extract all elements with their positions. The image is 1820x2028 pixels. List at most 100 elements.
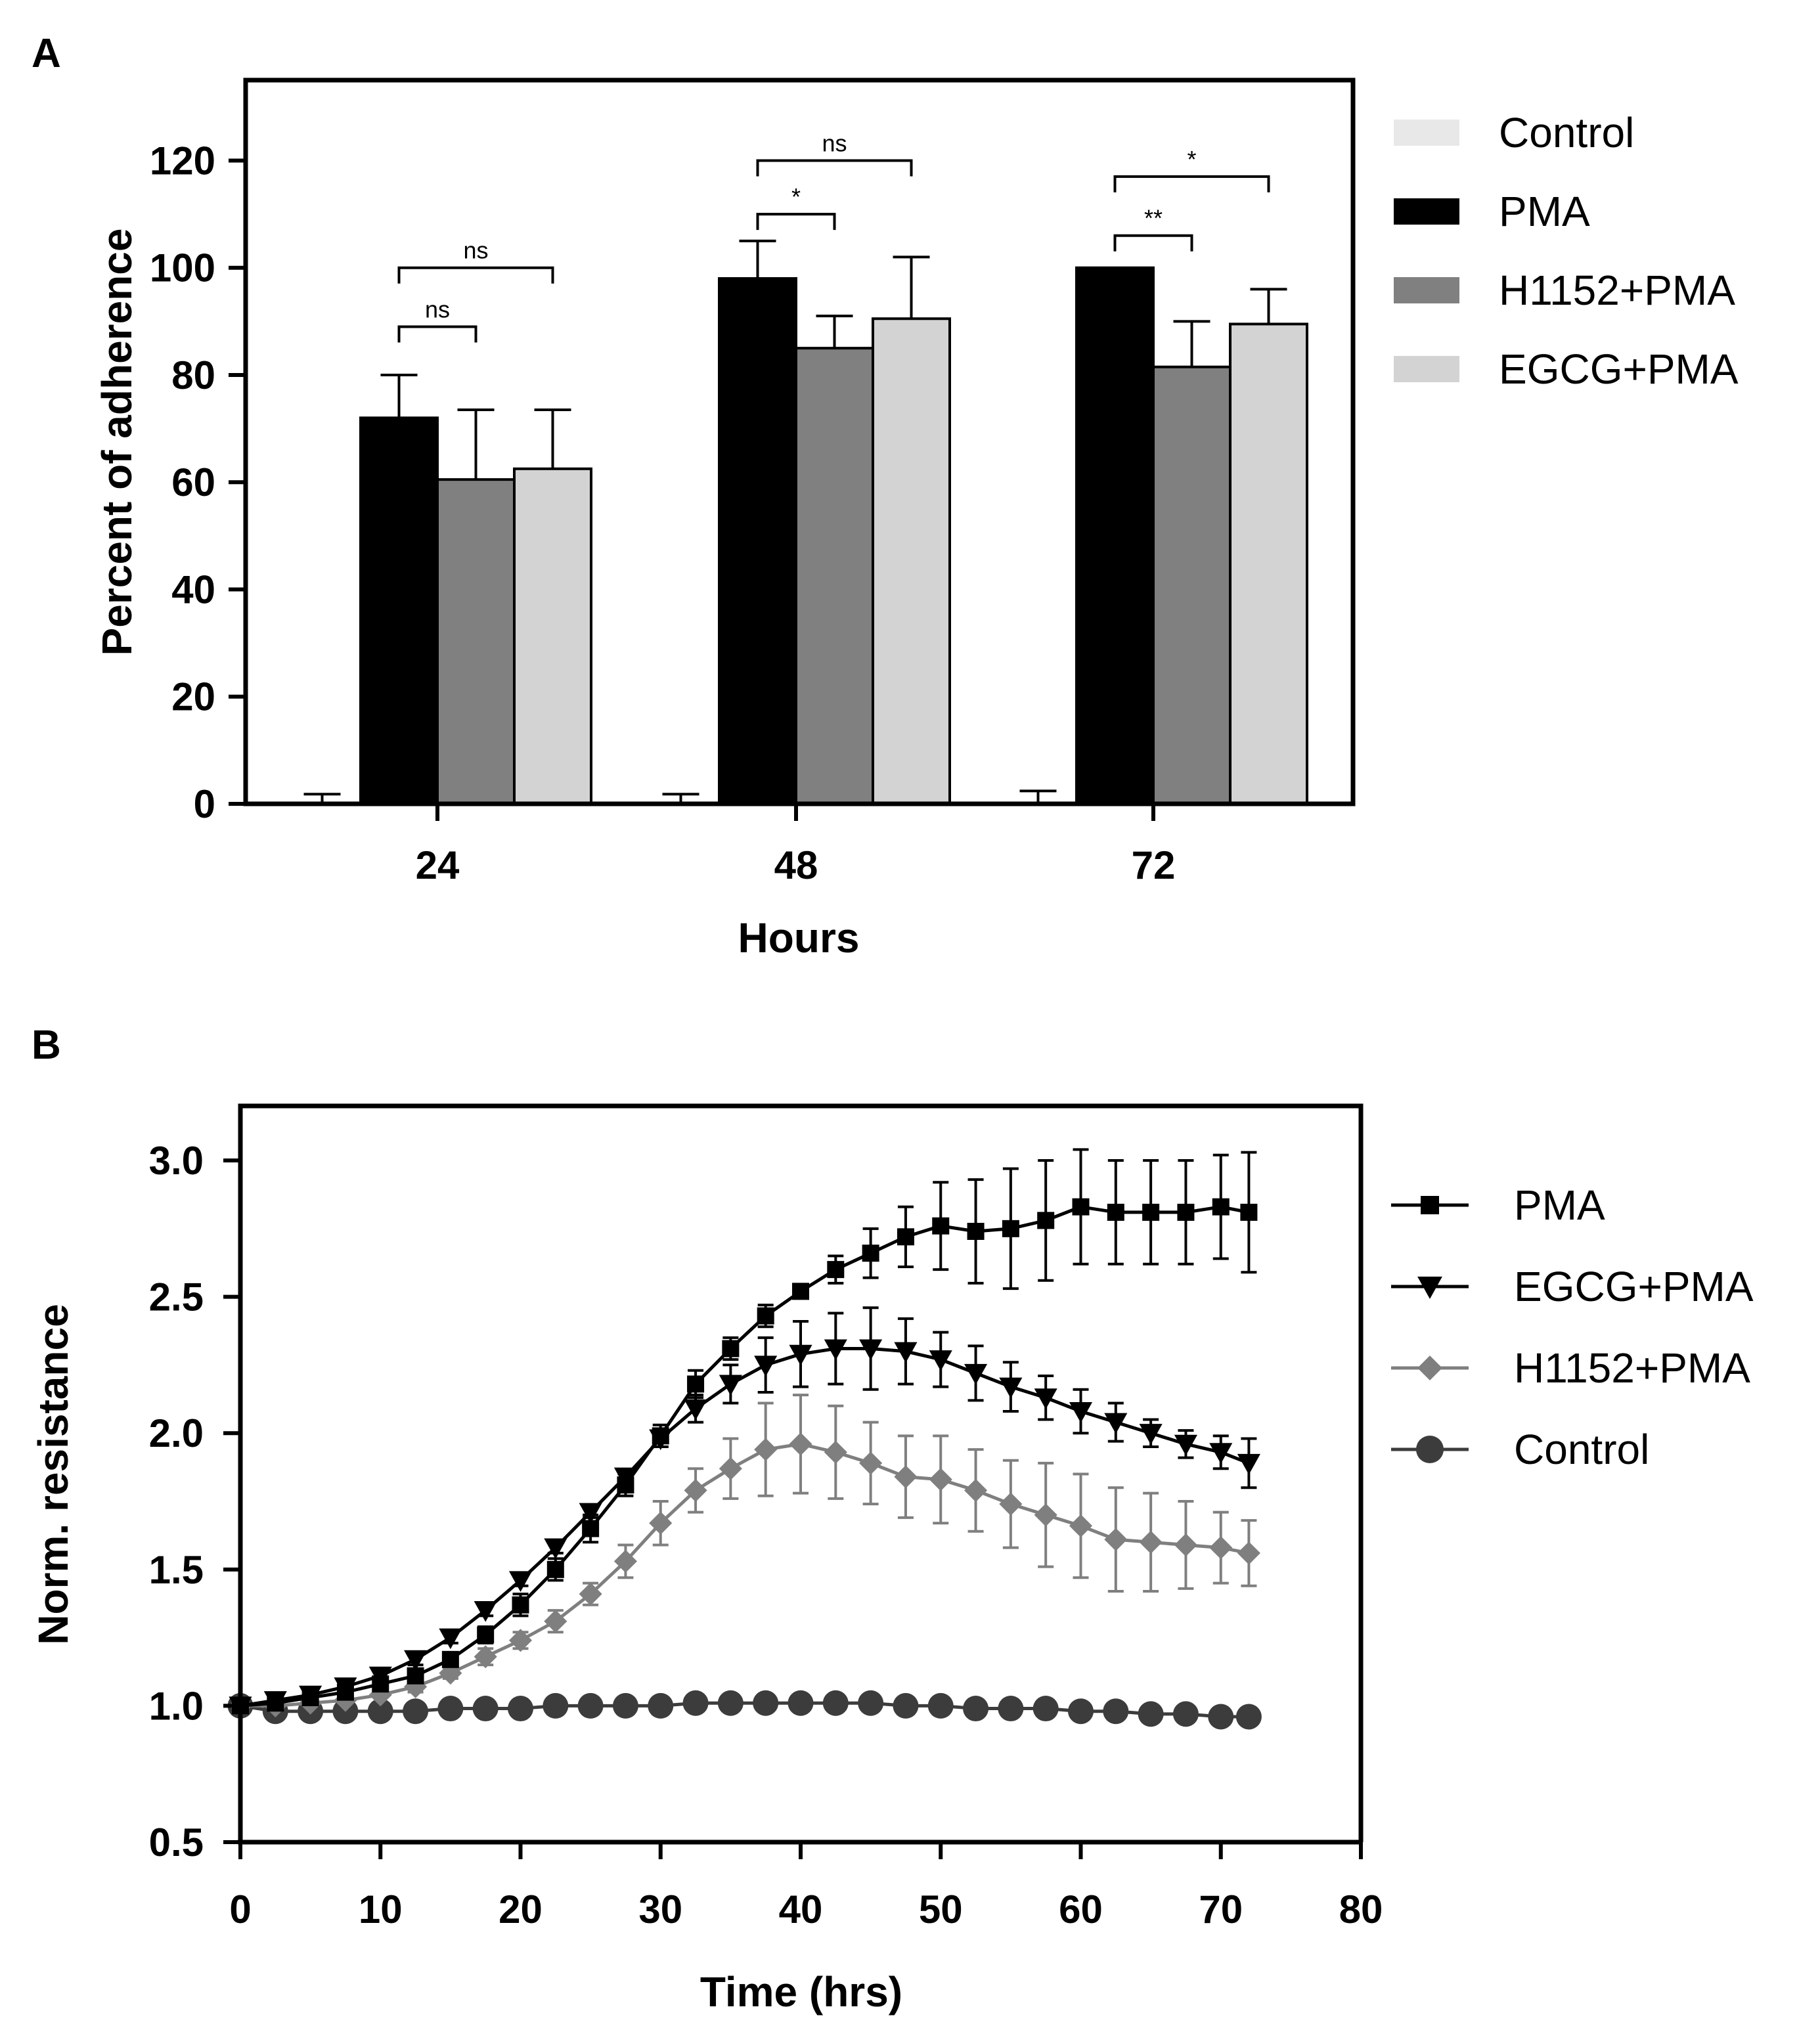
- legend-label: Control: [1514, 1426, 1649, 1473]
- data-point-pma: [1142, 1203, 1160, 1221]
- data-point-pma: [512, 1596, 529, 1614]
- data-point-pma: [862, 1245, 879, 1262]
- data-point-h1152-pma: [1139, 1530, 1163, 1554]
- data-point-pma: [652, 1427, 669, 1445]
- legend-marker: [1416, 1436, 1444, 1463]
- data-point-control: [858, 1690, 884, 1716]
- data-point-egcg-pma: [929, 1350, 952, 1371]
- data-point-pma: [372, 1675, 389, 1693]
- x-tick-label: 80: [1339, 1887, 1383, 1931]
- panel-b-plot-frame: [238, 1103, 1364, 1842]
- y-tick-label: 3.0: [149, 1139, 204, 1183]
- significance-bracket: [756, 159, 913, 177]
- data-point-egcg-pma: [404, 1650, 428, 1671]
- panel-b-x-axis-ticks: 0 10 20 30 40 50 60 70 80: [229, 1842, 1383, 1931]
- series-h1152-pma: [229, 1394, 1260, 1717]
- significance-bracket: [756, 213, 836, 231]
- data-point-control: [403, 1698, 429, 1725]
- data-point-h1152-pma: [544, 1610, 567, 1633]
- data-point-pma: [722, 1340, 740, 1357]
- data-point-control: [927, 1692, 954, 1719]
- panel-a-x-axis-title: Hours: [738, 914, 860, 961]
- data-point-egcg-pma: [1237, 1453, 1260, 1475]
- data-point-egcg-pma: [859, 1339, 883, 1361]
- data-point-control: [1138, 1701, 1164, 1727]
- data-point-h1152-pma: [929, 1468, 952, 1491]
- data-point-egcg-pma: [1209, 1443, 1233, 1464]
- data-point-control: [612, 1692, 638, 1719]
- data-point-h1152-pma: [824, 1440, 847, 1464]
- bar-egcg-pma-24: [513, 467, 592, 805]
- data-point-pma: [1037, 1212, 1055, 1229]
- legend-label: EGCG+PMA: [1514, 1263, 1754, 1310]
- data-point-pma: [1072, 1198, 1090, 1216]
- data-point-h1152-pma: [754, 1438, 778, 1461]
- bar-pma-24: [359, 416, 439, 805]
- significance-label: ns: [425, 296, 450, 322]
- data-point-egcg-pma: [789, 1344, 812, 1366]
- data-point-h1152-pma: [439, 1662, 462, 1685]
- x-tick-label: 50: [919, 1887, 963, 1931]
- data-point-h1152-pma: [474, 1645, 497, 1669]
- data-point-control: [717, 1690, 744, 1716]
- data-point-control: [648, 1692, 674, 1719]
- x-tick-label: 40: [779, 1887, 823, 1931]
- panel-a-letter: A: [32, 31, 61, 76]
- panel-a-plot-frame: [243, 77, 1356, 806]
- x-tick-label: 70: [1199, 1887, 1243, 1931]
- data-point-pma: [1240, 1203, 1258, 1221]
- data-point-egcg-pma: [1104, 1413, 1128, 1434]
- data-point-control: [1068, 1698, 1094, 1725]
- data-point-egcg-pma: [439, 1628, 462, 1650]
- legend-label: H1152+PMA: [1499, 267, 1735, 314]
- significance-bracket: [1113, 234, 1193, 252]
- panel-b-letter: B: [32, 1023, 61, 1068]
- data-point-control: [682, 1690, 709, 1716]
- bar-pma-72: [1075, 266, 1155, 806]
- data-point-control: [367, 1698, 393, 1725]
- bar-h1152-pma-48: [795, 347, 874, 805]
- legend-marker: [1417, 1276, 1442, 1299]
- y-tick-label: 1.5: [149, 1548, 204, 1592]
- significance-label: *: [1187, 146, 1196, 173]
- data-point-control: [1103, 1698, 1129, 1725]
- legend-swatch: [1394, 277, 1459, 303]
- data-point-pma: [897, 1228, 914, 1246]
- data-point-egcg-pma: [1174, 1434, 1197, 1456]
- data-point-pma: [1212, 1198, 1230, 1216]
- x-tick-label: 48: [774, 843, 818, 887]
- panel-a-legend: Control PMA H1152+PMA EGCG+PMA: [1394, 109, 1739, 393]
- data-point-egcg-pma: [1139, 1424, 1163, 1445]
- panel-b-series: [227, 1148, 1262, 1730]
- x-tick-label: 0: [229, 1887, 251, 1931]
- data-point-pma: [617, 1476, 634, 1494]
- x-tick-label: 20: [499, 1887, 543, 1931]
- data-point-h1152-pma: [404, 1675, 428, 1698]
- panel-a-y-axis-ticks: 0 20 40 60 80 100 120: [150, 139, 246, 826]
- data-point-pma: [407, 1667, 424, 1685]
- data-point-pma: [932, 1217, 950, 1235]
- data-point-pma: [792, 1283, 809, 1300]
- data-point-egcg-pma: [474, 1601, 497, 1622]
- data-point-h1152-pma: [684, 1478, 707, 1502]
- data-point-h1152-pma: [1069, 1514, 1093, 1537]
- significance-bracket: [1113, 175, 1270, 192]
- bar-egcg-pma-48: [872, 317, 951, 806]
- x-tick-label: 60: [1059, 1887, 1103, 1931]
- data-point-egcg-pma: [754, 1356, 778, 1377]
- panel-b-legend: PMA EGCG+PMA H1152+PMA Control: [1391, 1181, 1754, 1473]
- series-line-h1152-pma: [240, 1442, 1249, 1708]
- data-point-h1152-pma: [1237, 1541, 1260, 1565]
- data-point-h1152-pma: [579, 1582, 602, 1606]
- panel-a-bars: [359, 266, 1308, 806]
- data-point-pma: [967, 1222, 985, 1240]
- data-point-h1152-pma: [859, 1451, 883, 1475]
- y-tick-label: 100: [150, 246, 215, 290]
- data-point-h1152-pma: [999, 1492, 1023, 1516]
- y-tick-label: 40: [171, 567, 215, 611]
- data-point-h1152-pma: [649, 1511, 673, 1535]
- panel-b-y-axis-title: Norm. resistance: [30, 1304, 77, 1644]
